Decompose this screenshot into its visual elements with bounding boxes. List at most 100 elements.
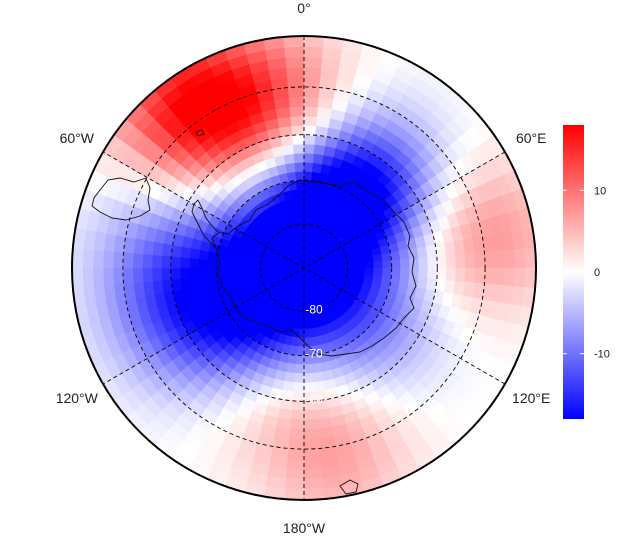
latitude-label-lat-80: -80 xyxy=(305,303,323,317)
field-cell xyxy=(303,293,308,304)
field-cell xyxy=(206,267,217,277)
field-cell xyxy=(188,257,200,269)
field-cell xyxy=(303,86,321,98)
field-cell xyxy=(524,267,536,289)
new-zealand-island xyxy=(339,479,359,495)
field-cell xyxy=(399,267,411,278)
field-cell xyxy=(285,56,305,69)
field-cell xyxy=(283,153,296,165)
longitude-label-lon-0: 0° xyxy=(297,0,310,16)
field-cell xyxy=(474,267,486,285)
field-cell xyxy=(407,276,419,289)
field-cell xyxy=(296,346,305,357)
field-cell xyxy=(233,267,244,275)
field-cell xyxy=(293,152,305,164)
field-cell xyxy=(292,382,305,393)
field-cell xyxy=(132,252,144,269)
field-cell xyxy=(312,362,323,374)
field-cell xyxy=(398,249,410,260)
field-cell xyxy=(283,371,296,383)
field-cell xyxy=(382,260,393,269)
anomaly-field xyxy=(72,36,536,500)
colorbar-ticks: 10 0 -10 xyxy=(563,185,610,361)
field-cell xyxy=(313,380,326,392)
field-cell xyxy=(292,391,305,402)
field-cell xyxy=(436,267,448,281)
field-cell xyxy=(347,263,357,269)
field-cell xyxy=(188,267,200,279)
field-cell xyxy=(303,124,317,136)
field-cell xyxy=(291,400,305,412)
field-cell xyxy=(373,260,384,269)
field-cell xyxy=(285,162,296,174)
field-cell xyxy=(102,250,115,269)
field-cell xyxy=(288,96,305,108)
field-cell xyxy=(312,371,325,383)
field-cell xyxy=(299,224,305,234)
field-cell xyxy=(303,478,324,490)
field-cell xyxy=(299,215,305,225)
field-cell xyxy=(242,267,253,274)
field-cell xyxy=(303,143,316,154)
field-cell xyxy=(72,247,84,269)
field-cell xyxy=(338,263,348,269)
field-cell xyxy=(381,252,392,262)
field-cell xyxy=(282,144,295,156)
field-cell xyxy=(215,260,226,269)
colorbar-tick-label: 0 xyxy=(594,267,600,279)
field-cell xyxy=(72,267,84,289)
field-cell xyxy=(455,253,467,269)
colorbar-tick-label: -10 xyxy=(594,349,610,361)
field-cell xyxy=(286,457,305,470)
field-cell xyxy=(82,267,94,288)
field-cell xyxy=(408,267,420,279)
field-cell xyxy=(303,56,323,69)
field-cell xyxy=(294,363,305,375)
field-cell xyxy=(82,248,94,269)
field-cell xyxy=(287,86,305,98)
field-cell xyxy=(280,389,294,402)
latitude-label-lat-60: -60 xyxy=(305,392,323,406)
field-cell xyxy=(303,134,316,145)
map-border xyxy=(71,35,537,501)
field-cell xyxy=(308,327,317,339)
graticule xyxy=(102,36,506,500)
field-cell xyxy=(189,247,201,260)
field-cell xyxy=(206,259,217,269)
latitude-labels: -80 -70 -60 xyxy=(305,303,323,407)
colorbar-tick-label: 10 xyxy=(594,185,606,197)
field-cell xyxy=(514,267,526,288)
antarctica-coastline xyxy=(211,179,417,357)
longitude-label-lon-60e: 60°E xyxy=(516,130,547,146)
field-cell xyxy=(112,251,124,269)
field-cell xyxy=(484,251,496,269)
latitude-circle xyxy=(122,86,486,450)
field-cell xyxy=(436,255,448,269)
field-cell xyxy=(303,457,322,470)
field-cell xyxy=(303,372,315,384)
field-cell xyxy=(503,267,516,287)
field-cell xyxy=(363,255,375,264)
field-cell xyxy=(198,276,210,287)
longitude-labels: 0° 60°E 120°E 180°W 120°W 60°W xyxy=(56,0,551,536)
field-cell xyxy=(268,267,279,272)
field-cell xyxy=(464,252,476,269)
field-cell xyxy=(224,267,235,276)
field-cell xyxy=(289,419,305,431)
field-cell xyxy=(303,36,325,48)
field-cell xyxy=(303,467,323,480)
field-cell xyxy=(464,267,476,284)
field-cell xyxy=(141,253,153,269)
field-cell xyxy=(296,188,305,199)
field-cell xyxy=(151,267,163,282)
coastlines xyxy=(91,129,417,495)
field-cell xyxy=(285,467,305,480)
field-cell xyxy=(283,36,305,48)
field-cell xyxy=(292,134,305,145)
field-cell xyxy=(303,188,312,199)
field-cell xyxy=(179,267,190,280)
field-cell xyxy=(418,267,429,280)
field-cell xyxy=(455,267,467,283)
field-cell xyxy=(284,46,305,58)
field-cell xyxy=(287,438,305,450)
